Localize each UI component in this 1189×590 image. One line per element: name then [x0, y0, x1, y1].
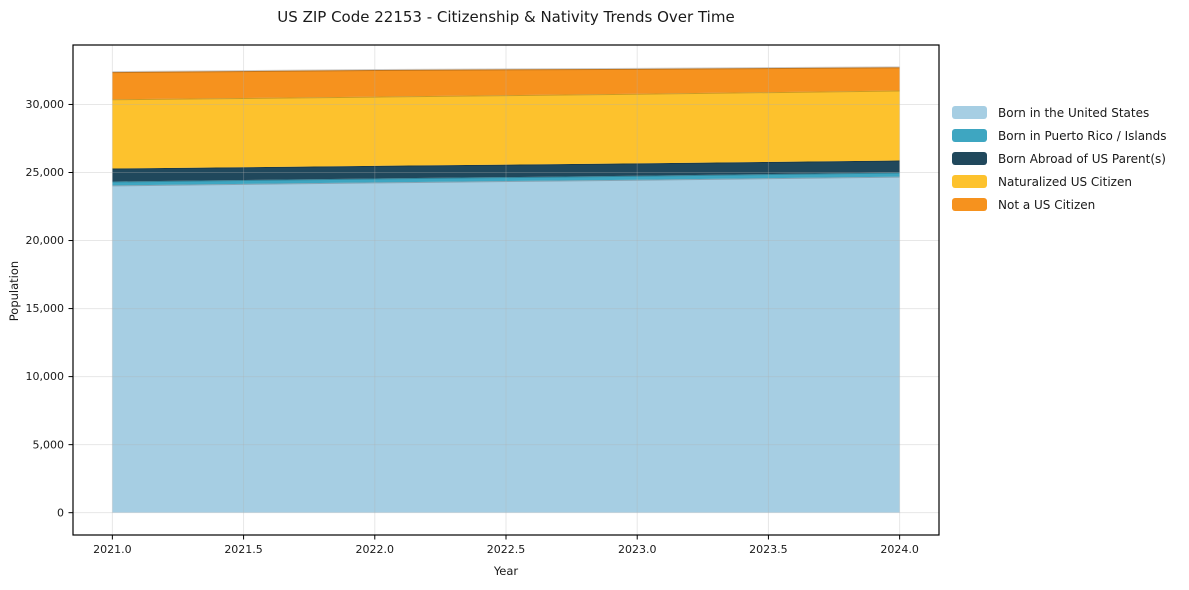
- legend-item-not-citizen: Not a US Citizen: [952, 193, 1167, 216]
- legend-swatch-born-in-us: [952, 106, 987, 119]
- area-layer-0: [112, 176, 900, 513]
- y-tick-label: 5,000: [33, 438, 65, 451]
- chart-title: US ZIP Code 22153 - Citizenship & Nativi…: [277, 8, 735, 26]
- legend-item-naturalized: Naturalized US Citizen: [952, 170, 1167, 193]
- x-tick-label: 2021.0: [93, 543, 132, 556]
- area-edge-0: [112, 175, 900, 187]
- area-layer-4: [112, 67, 900, 100]
- y-tick-label: 0: [57, 506, 64, 519]
- tick-marks: [68, 103, 901, 540]
- x-tick-label: 2024.0: [880, 543, 919, 556]
- y-tick-label: 20,000: [26, 234, 65, 247]
- legend-item-born-abroad: Born Abroad of US Parent(s): [952, 147, 1167, 170]
- y-tick-label: 30,000: [26, 98, 65, 111]
- legend-label: Not a US Citizen: [998, 197, 1096, 212]
- y-axis-label: Population: [7, 260, 21, 322]
- legend-swatch-not-citizen: [952, 198, 987, 211]
- gridlines: [73, 45, 939, 535]
- area-edge-4: [112, 66, 900, 74]
- y-tick-label: 15,000: [26, 302, 65, 315]
- x-tick-label: 2022.0: [356, 543, 395, 556]
- area-layers: [112, 66, 900, 513]
- area-edge-3: [112, 89, 900, 101]
- x-axis-label: Year: [493, 564, 519, 578]
- area-layer-1: [112, 172, 900, 186]
- y-tick-labels: 0 5,000 10,000 15,000 20,000 25,000 30,000: [26, 98, 65, 519]
- legend-item-puerto-rico: Born in Puerto Rico / Islands: [952, 124, 1167, 147]
- x-tick-labels: 2021.0 2021.5 2022.0 2022.5 2023.0 2023.5 2024…: [93, 543, 919, 556]
- x-tick-label: 2022.5: [487, 543, 526, 556]
- legend-item-born-in-us: Born in the United States: [952, 101, 1167, 124]
- legend-label: Born Abroad of US Parent(s): [998, 151, 1166, 166]
- legend: Born in the United States Born in Puerto…: [952, 101, 1167, 216]
- area-layer-3: [112, 90, 900, 169]
- y-tick-label: 10,000: [26, 370, 65, 383]
- legend-swatch-born-abroad: [952, 152, 987, 165]
- legend-label: Born in Puerto Rico / Islands: [998, 128, 1167, 143]
- area-layer-2: [112, 160, 900, 182]
- legend-swatch-naturalized: [952, 175, 987, 188]
- x-tick-label: 2023.5: [749, 543, 788, 556]
- y-tick-label: 25,000: [26, 166, 65, 179]
- legend-swatch-puerto-rico: [952, 129, 987, 142]
- legend-label: Naturalized US Citizen: [998, 174, 1132, 189]
- x-tick-label: 2023.0: [618, 543, 657, 556]
- x-tick-label: 2021.5: [224, 543, 263, 556]
- legend-label: Born in the United States: [998, 105, 1150, 120]
